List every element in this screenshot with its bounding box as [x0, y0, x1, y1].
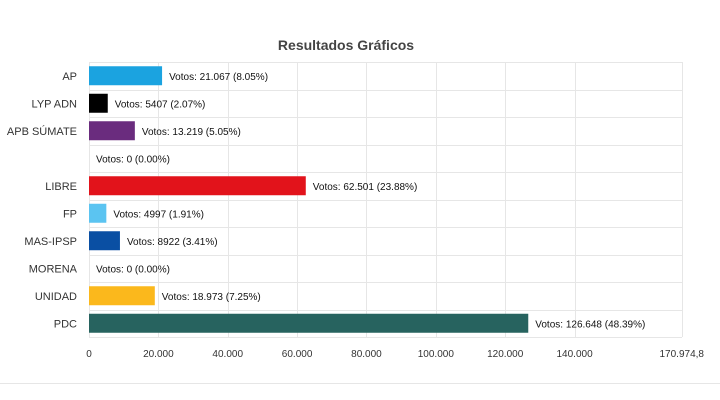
chart-title: Resultados Gráficos: [278, 37, 414, 53]
x-tick-label: 170.974,8: [660, 349, 705, 360]
data-label: Votos: 5407 (2.07%): [115, 99, 206, 110]
bar[interactable]: [89, 286, 155, 306]
data-label: Votos: 21.067 (8.05%): [169, 72, 268, 83]
category-label: MORENA: [29, 263, 78, 275]
bars: [89, 66, 529, 333]
bar[interactable]: [89, 93, 108, 113]
data-label: Votos: 62.501 (23.88%): [313, 182, 418, 193]
data-label: Votos: 18.973 (7.25%): [162, 292, 261, 303]
bar[interactable]: [89, 203, 107, 223]
data-label: Votos: 0 (0.00%): [96, 154, 170, 165]
data-label: Votos: 8922 (3.41%): [127, 237, 218, 248]
x-axis-ticks: 0 20.000 40.000 60.000 80.000 100.000 120.000 1…: [86, 349, 704, 360]
x-tick-label: 120.000: [487, 349, 524, 360]
bar[interactable]: [89, 313, 529, 333]
x-tick-label: 100.000: [418, 349, 455, 360]
data-label: Votos: 126.648 (48.39%): [535, 319, 645, 330]
data-labels: Votos: 21.067 (8.05%) Votos: 5407 (2.07%)…: [96, 72, 645, 331]
grid-lines: [89, 62, 683, 338]
x-tick-label: 0: [86, 349, 92, 360]
x-tick-label: 40.000: [212, 349, 243, 360]
x-tick-label: 80.000: [351, 349, 382, 360]
x-tick-label: 140.000: [556, 349, 593, 360]
x-tick-label: 60.000: [282, 349, 313, 360]
category-label: AP: [62, 71, 77, 83]
x-tick-label: 20.000: [143, 349, 174, 360]
bar[interactable]: [89, 176, 306, 196]
category-label: UNIDAD: [35, 291, 77, 303]
bar[interactable]: [89, 121, 135, 141]
category-label: LIBRE: [45, 181, 77, 193]
data-label: Votos: 0 (0.00%): [96, 264, 170, 275]
data-label: Votos: 13.219 (5.05%): [142, 127, 241, 138]
category-label: PDC: [54, 318, 77, 330]
category-labels: AP LYP ADN APB SÚMATE LIBRE FP MAS-IPSP MORENA…: [7, 71, 78, 331]
category-label: APB SÚMATE: [7, 125, 77, 138]
bar[interactable]: [89, 231, 120, 251]
category-label: FP: [63, 208, 77, 220]
category-label: MAS-IPSP: [24, 236, 77, 248]
bar[interactable]: [89, 66, 163, 86]
category-label: LYP ADN: [32, 98, 78, 110]
bottom-divider: [0, 383, 720, 384]
data-label: Votos: 4997 (1.91%): [113, 209, 204, 220]
